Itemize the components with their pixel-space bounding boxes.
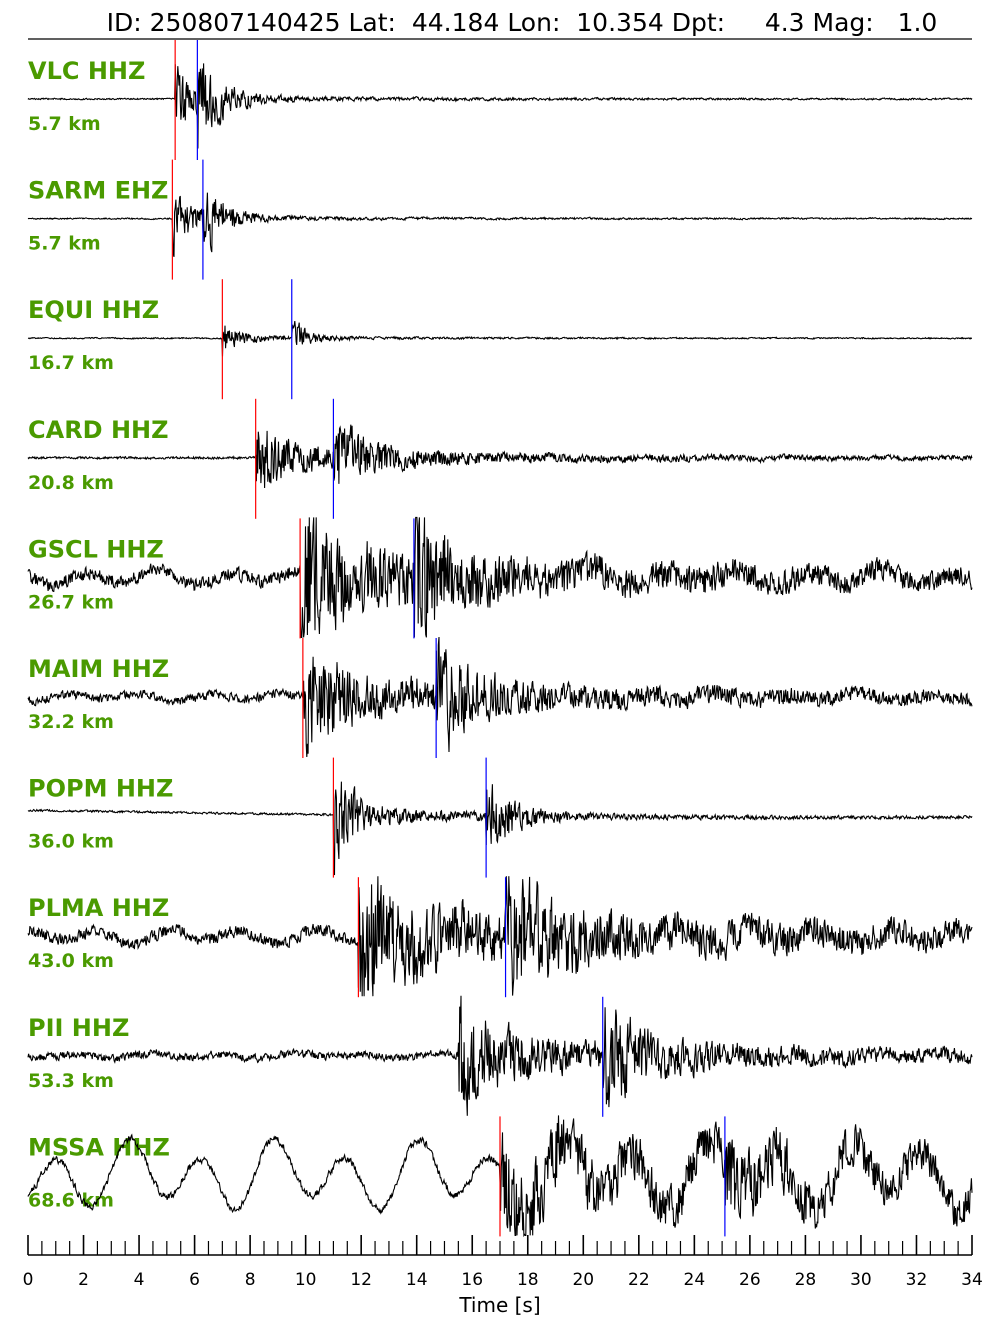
trace-7: POPM HHZ 36.0 km (27, 757, 973, 878)
trace-6: MAIM HHZ 32.2 km (27, 636, 973, 758)
station-label: GSCL HHZ (28, 535, 164, 563)
x-tick-label: 4 (134, 1270, 145, 1290)
station-label: MSSA HHZ (28, 1133, 170, 1161)
x-tick-label: 24 (684, 1270, 706, 1290)
station-label: MAIM HHZ (28, 655, 169, 683)
x-tick-label: 30 (850, 1270, 872, 1290)
x-tick-label: 22 (628, 1270, 650, 1290)
x-tick-label: 8 (245, 1270, 256, 1290)
x-tick-label: 26 (739, 1270, 761, 1290)
distance-label: 16.7 km (28, 352, 114, 374)
station-label: EQUI HHZ (28, 296, 159, 324)
waveform (27, 781, 973, 876)
distance-label: 32.2 km (28, 711, 114, 733)
waveform (27, 636, 973, 758)
x-tick-label: 28 (795, 1270, 817, 1290)
waveform (27, 63, 973, 149)
waveform (27, 192, 973, 258)
station-label: PII HHZ (28, 1014, 129, 1042)
trace-2: SARM EHZ 5.7 km (27, 159, 973, 280)
waveform (27, 995, 973, 1116)
distance-label: 20.8 km (28, 472, 114, 494)
chart-title: ID: 250807140425 Lat: 44.184 Lon: 10.354… (107, 8, 938, 37)
waveform (27, 876, 973, 997)
trace-10: MSSA HHZ 68.6 km (27, 1115, 973, 1238)
station-label: SARM EHZ (28, 177, 168, 205)
x-tick-label: 20 (572, 1270, 594, 1290)
distance-label: 53.3 km (28, 1070, 114, 1092)
waveform (27, 516, 973, 638)
station-label: POPM HHZ (28, 775, 173, 803)
distance-label: 36.0 km (28, 831, 114, 853)
waveform (27, 321, 972, 357)
x-tick-label: 32 (906, 1270, 928, 1290)
trace-5: GSCL HHZ 26.7 km (27, 516, 973, 639)
x-tick-label: 12 (350, 1270, 372, 1290)
distance-label: 68.6 km (28, 1189, 114, 1211)
distance-label: 5.7 km (28, 233, 101, 255)
station-label: VLC HHZ (28, 57, 145, 85)
x-axis-label: Time [s] (458, 1293, 540, 1317)
x-axis: 0 2 4 6 8 10 12 14 16 18 20 22 24 26 28 30 32 34 (23, 1235, 983, 1290)
distance-label: 26.7 km (28, 591, 114, 613)
x-tick-label: 14 (406, 1270, 428, 1290)
trace-9: PII HHZ 53.3 km (27, 995, 973, 1117)
waveform (27, 424, 973, 489)
x-tick-label: 16 (461, 1270, 483, 1290)
traces-group: VLC HHZ 5.7 km SARM EHZ 5.7 km EQUI HHZ 16.7 … (27, 40, 973, 1238)
trace-4: CARD HHZ 20.8 km (27, 398, 973, 519)
trace-1: VLC HHZ 5.7 km (27, 40, 973, 160)
x-tick-label: 18 (517, 1270, 539, 1290)
station-label: CARD HHZ (28, 416, 169, 444)
x-tick-label: 0 (23, 1270, 34, 1290)
x-tick-label: 34 (961, 1270, 983, 1290)
x-tick-label: 2 (78, 1270, 89, 1290)
distance-label: 5.7 km (28, 113, 101, 135)
trace-3: EQUI HHZ 16.7 km (27, 279, 972, 400)
x-tick-label: 6 (189, 1270, 200, 1290)
distance-label: 43.0 km (28, 950, 114, 972)
x-tick-label: 10 (295, 1270, 317, 1290)
trace-8: PLMA HHZ 43.0 km (27, 876, 973, 998)
station-label: PLMA HHZ (28, 894, 169, 922)
